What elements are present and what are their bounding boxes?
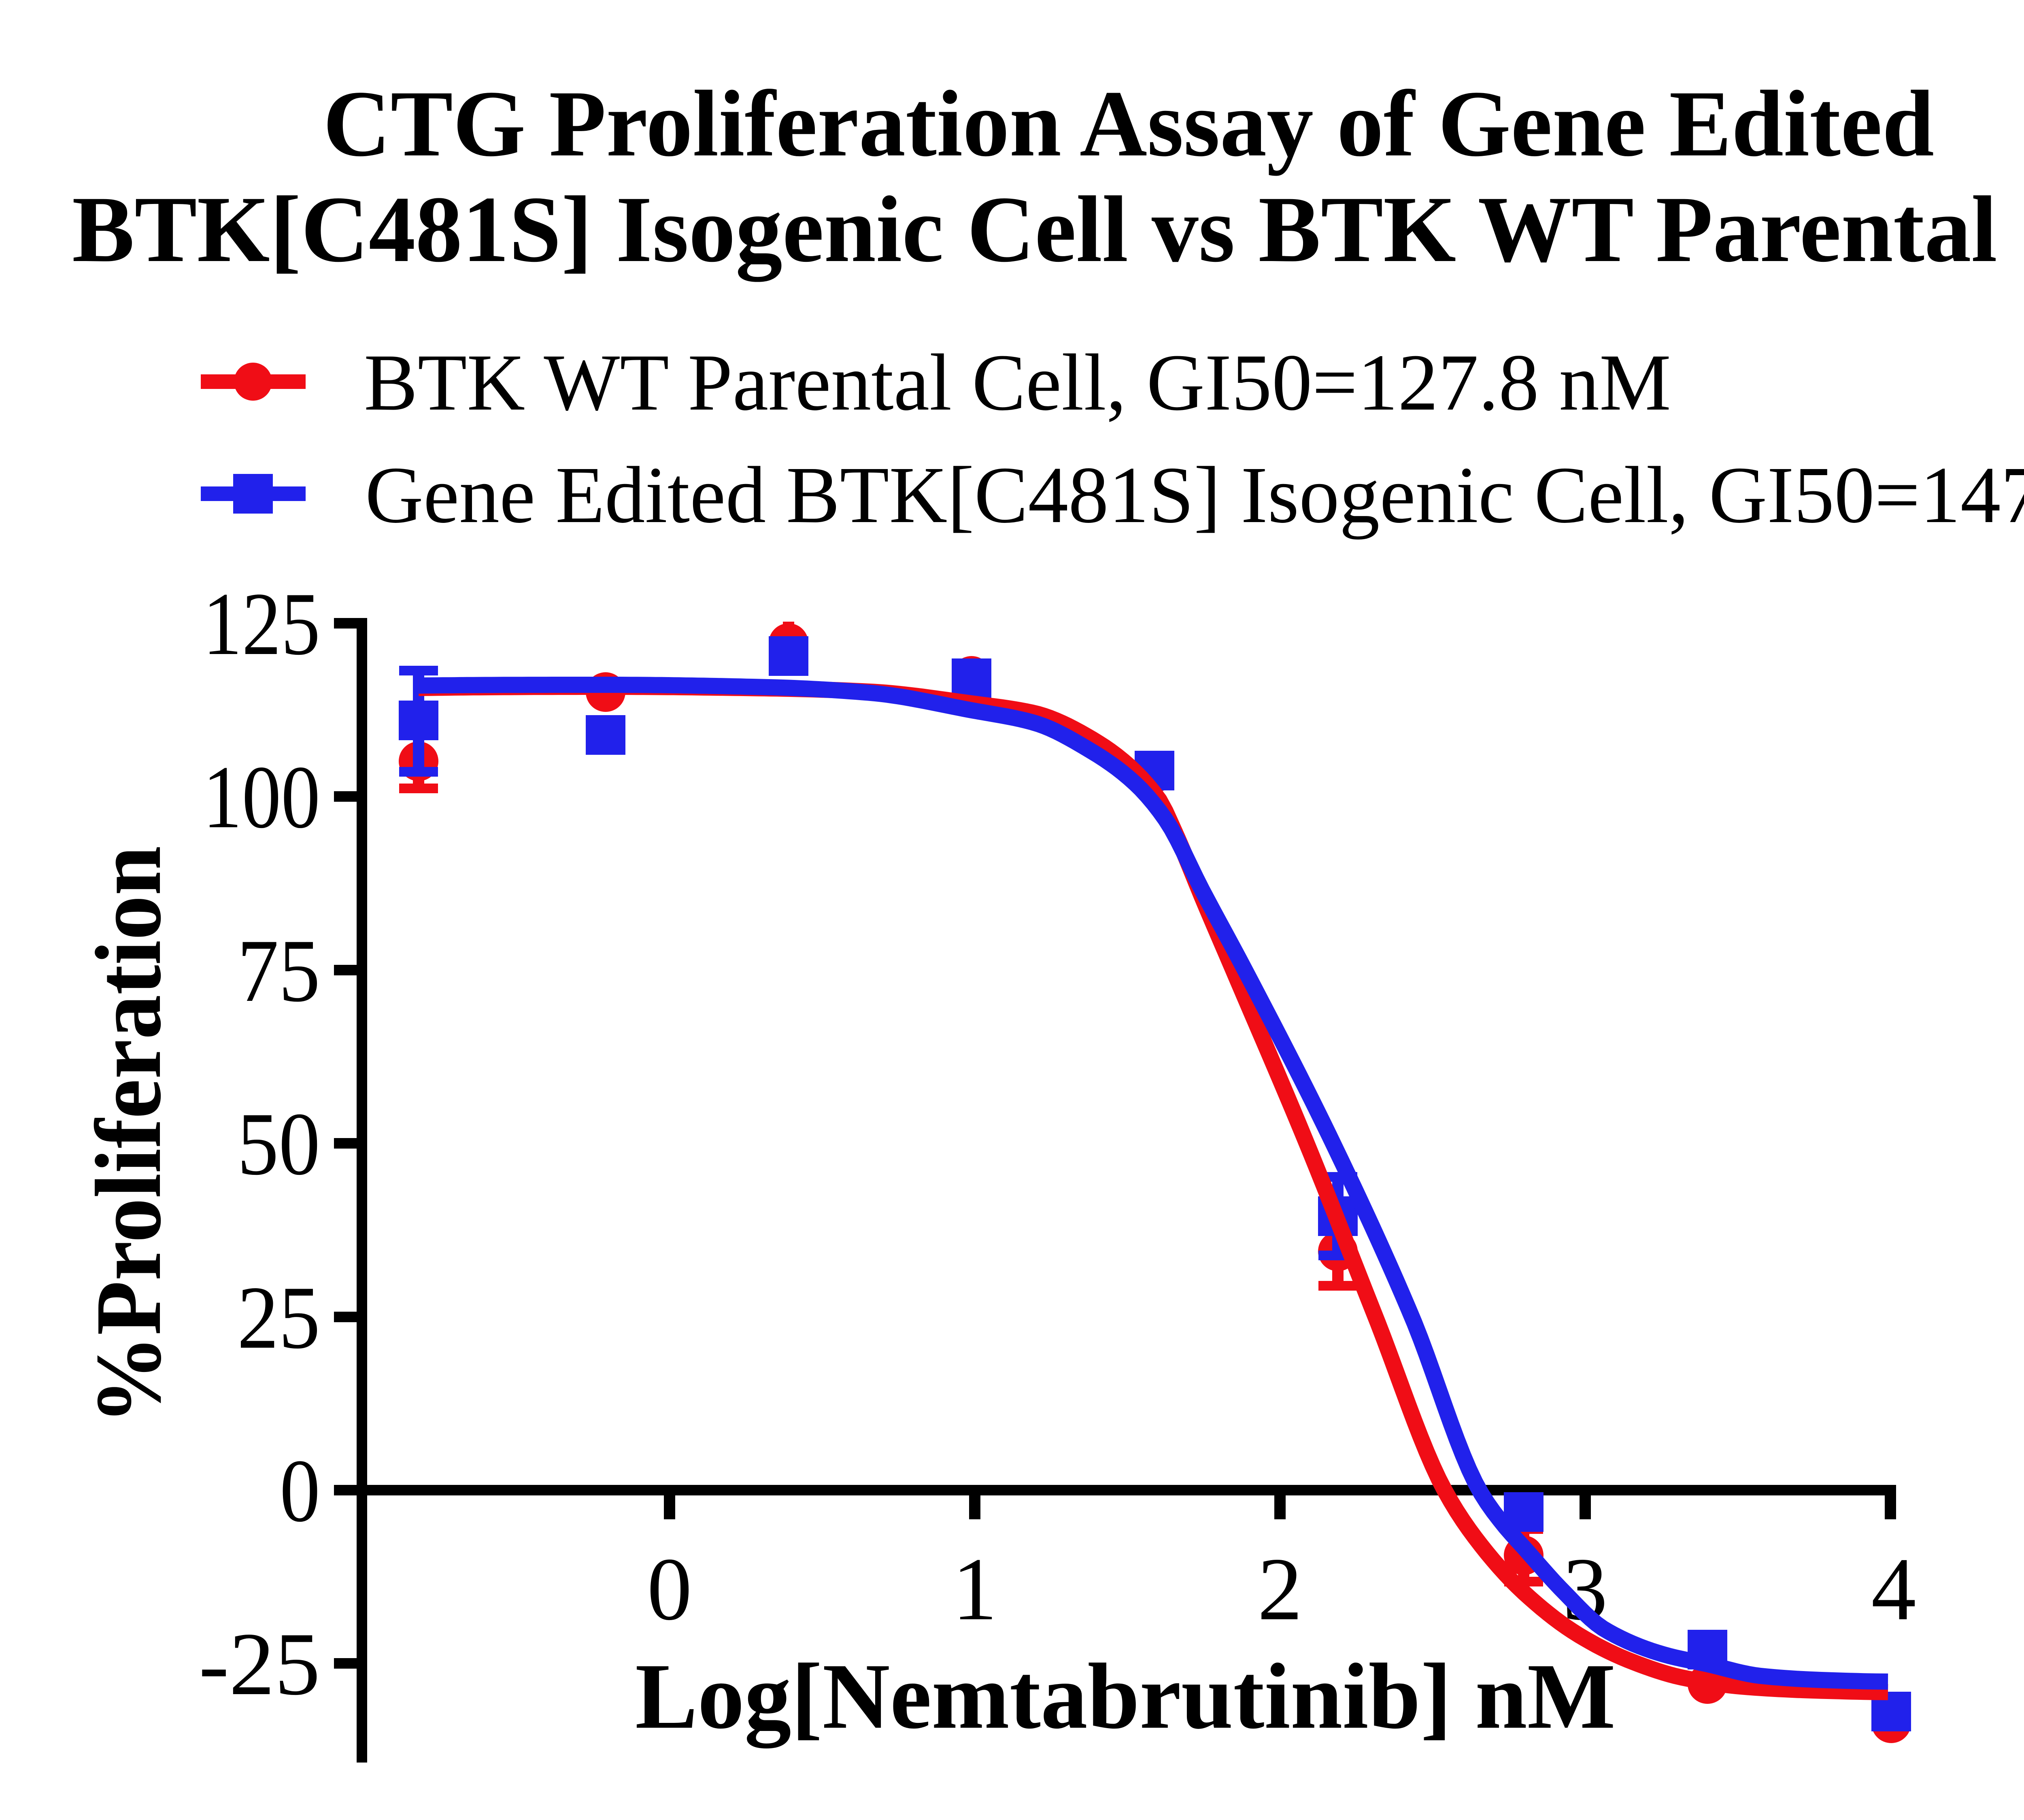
svg-text:Gene Edited BTK[C481S] Isogeni: Gene Edited BTK[C481S] Isogenic Cell, GI… (365, 450, 2024, 540)
svg-text:0: 0 (647, 1540, 692, 1639)
svg-text:75: 75 (237, 921, 320, 1021)
svg-text:-25: -25 (199, 1614, 320, 1714)
svg-text:25: 25 (237, 1268, 320, 1368)
svg-text:4: 4 (1871, 1540, 1916, 1639)
svg-text:125: 125 (203, 574, 320, 674)
svg-text:BTK WT Parental Cell, GI50=127: BTK WT Parental Cell, GI50=127.8 nM (364, 338, 1671, 427)
svg-text:2: 2 (1258, 1540, 1303, 1639)
svg-text:50: 50 (237, 1094, 320, 1194)
svg-text:CTG Proliferation Assay of Gen: CTG Proliferation Assay of Gene Edited (323, 71, 1934, 176)
svg-text:Log[Nemtabrutinib] nM: Log[Nemtabrutinib] nM (635, 1644, 1616, 1748)
svg-text:1: 1 (952, 1540, 997, 1639)
svg-text:BTK[C481S] Isogenic Cell vs BT: BTK[C481S] Isogenic Cell vs BTK WT Paren… (72, 176, 2024, 282)
svg-text:0: 0 (280, 1441, 320, 1541)
svg-text:100: 100 (203, 748, 320, 847)
svg-text:%Proliferation: %Proliferation (77, 846, 181, 1425)
